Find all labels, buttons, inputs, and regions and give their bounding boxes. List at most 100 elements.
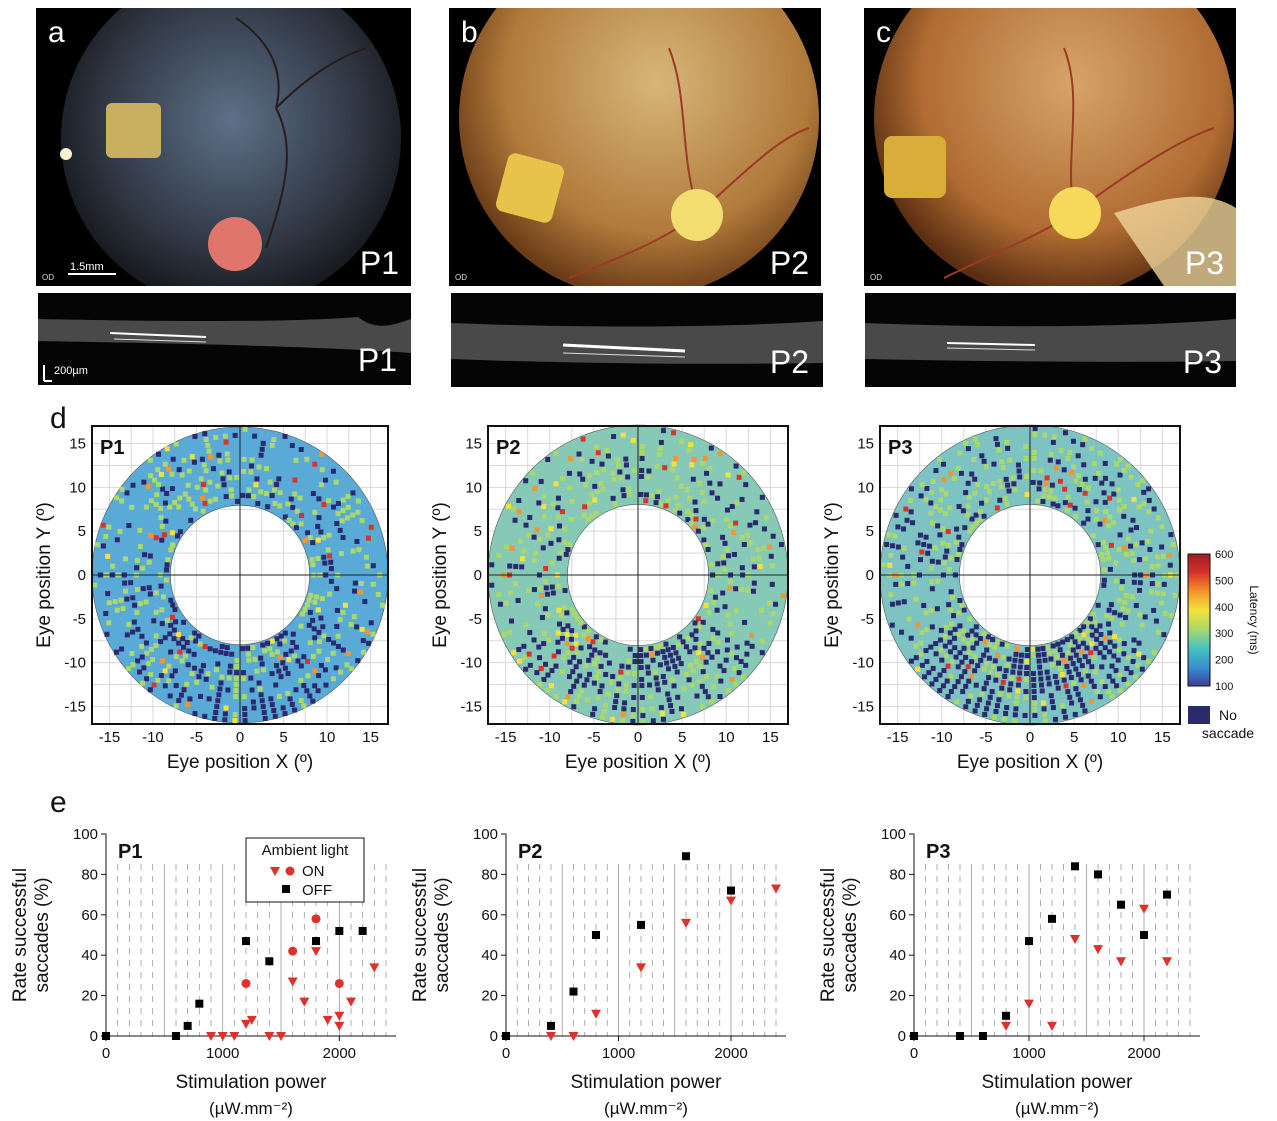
latency-cell <box>330 468 336 474</box>
latency-cell <box>242 426 248 432</box>
latency-cell <box>192 506 198 512</box>
latency-cell <box>965 632 971 638</box>
latency-cell <box>929 558 935 564</box>
latency-cell <box>1081 462 1087 468</box>
point-off <box>569 987 578 996</box>
latency-cell <box>249 457 255 463</box>
point-on-triangle <box>369 963 380 973</box>
latency-cell <box>957 450 963 456</box>
latency-cell <box>140 565 146 571</box>
latency-cell <box>695 528 701 534</box>
latency-cell <box>1103 635 1109 641</box>
latency-cell <box>935 578 941 584</box>
latency-cell <box>1079 481 1085 487</box>
latency-cell <box>640 713 646 719</box>
latency-cell <box>531 557 537 563</box>
latency-cell <box>673 650 679 656</box>
latency-cell <box>1023 695 1029 701</box>
latency-cell <box>1109 663 1115 669</box>
latency-cell <box>654 494 660 500</box>
latency-cell <box>1081 520 1087 526</box>
colorbar-tick: 200 <box>1215 655 1233 667</box>
latency-cell <box>717 481 723 487</box>
latency-cell <box>944 678 950 684</box>
latency-cell <box>991 461 997 467</box>
latency-cell <box>177 649 183 655</box>
latency-cell <box>1155 563 1161 569</box>
latency-cell <box>226 469 232 475</box>
latency-cell <box>901 599 907 605</box>
latency-cell <box>1035 646 1041 652</box>
latency-cell <box>711 635 717 641</box>
latency-cell <box>567 485 573 491</box>
latency-cell <box>1109 694 1115 700</box>
patient-label: P1 <box>357 342 397 378</box>
latency-cell <box>288 648 294 654</box>
latency-cell <box>276 476 282 482</box>
latency-cell <box>1085 485 1091 491</box>
latency-cell <box>546 637 552 643</box>
latency-cell <box>1075 453 1081 459</box>
latency-cell <box>234 670 240 676</box>
latency-cell <box>983 464 989 470</box>
latency-cell <box>1046 681 1052 687</box>
y-tick-label: 60 <box>81 907 98 924</box>
latency-cell <box>938 647 944 653</box>
latency-cell <box>1036 658 1042 664</box>
latency-cell <box>1170 542 1176 548</box>
latency-cell <box>269 638 275 644</box>
latency-cell <box>285 501 291 507</box>
latency-cell <box>744 651 750 657</box>
latency-cell <box>650 657 656 663</box>
latency-cell <box>564 640 570 646</box>
latency-cell <box>938 507 944 513</box>
latency-cell <box>1066 669 1072 675</box>
latency-cell <box>198 476 204 482</box>
latency-cell <box>678 661 684 667</box>
latency-cell <box>218 649 224 655</box>
latency-cell <box>1114 461 1120 467</box>
point-on-circle <box>288 946 298 956</box>
point-on-triangle <box>1070 935 1080 945</box>
latency-cell <box>1119 585 1125 591</box>
latency-cell <box>700 669 706 675</box>
latency-cell <box>670 430 676 436</box>
latency-cell <box>603 652 609 658</box>
point-on-triangle <box>681 918 691 928</box>
latency-cell <box>678 706 684 712</box>
latency-cell <box>580 436 586 442</box>
latency-cell <box>620 487 626 493</box>
latency-cell <box>1106 555 1112 561</box>
latency-cell <box>903 506 909 512</box>
latency-cell <box>1071 464 1077 470</box>
latency-cell <box>572 612 578 618</box>
latency-cell <box>650 718 656 724</box>
latency-cell <box>1106 689 1112 695</box>
latency-cell <box>167 631 173 637</box>
latency-cell <box>1148 528 1154 534</box>
latency-cell <box>714 607 720 613</box>
latency-cell <box>351 614 357 620</box>
y-tick-label: 5 <box>866 523 874 540</box>
latency-cell <box>290 639 296 645</box>
latency-cell <box>671 683 677 689</box>
latency-cell <box>553 450 559 456</box>
latency-cell <box>549 560 555 566</box>
latency-cell <box>1041 706 1047 712</box>
latency-cell <box>1121 503 1127 509</box>
latency-cell <box>287 696 293 702</box>
latency-cell <box>700 619 706 625</box>
latency-cell <box>969 471 975 477</box>
latency-cell <box>1159 544 1165 550</box>
latency-cell <box>560 626 566 632</box>
latency-cell <box>1061 467 1067 473</box>
latency-cell <box>606 660 612 666</box>
latency-cell <box>153 642 159 648</box>
point-off <box>592 931 600 939</box>
latency-cell <box>559 509 565 515</box>
latency-cell <box>1101 577 1107 583</box>
latency-cell <box>934 606 940 612</box>
latency-cell <box>1009 675 1015 681</box>
latency-cell <box>708 588 714 594</box>
point-on-triangle <box>1093 945 1103 955</box>
